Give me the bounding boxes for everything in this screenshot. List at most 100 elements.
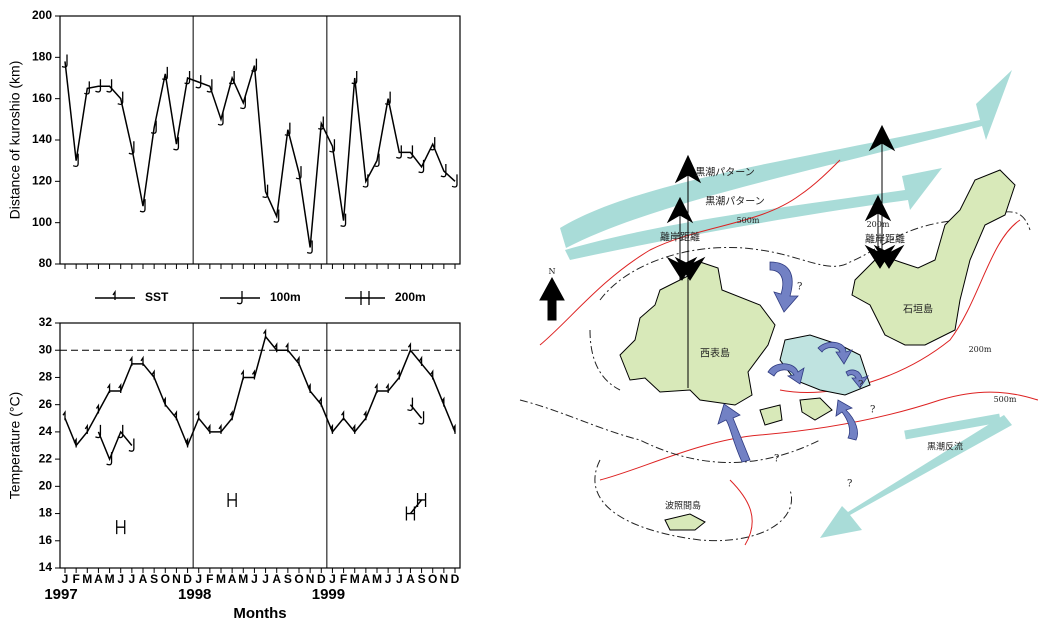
x-tick-label: J [195,572,202,586]
data-point [73,437,77,448]
x-tick-label: M [238,572,248,586]
data-point [405,506,416,521]
data-point [407,145,414,159]
data-point [251,58,258,72]
data-point [307,382,311,394]
y-tick-label: 180 [32,50,52,64]
y-tick-label: 14 [39,560,53,574]
map-label: 黒潮パターン [695,166,755,179]
contour-500m [539,159,841,346]
data-point [262,184,269,198]
data-point [251,369,256,380]
x-tick-label: M [82,572,92,586]
data-point [95,403,100,414]
y-tick-label: 16 [39,533,53,547]
y-tick-label: 30 [39,342,53,356]
x-tick-label: F [206,572,213,586]
data-point [273,209,280,223]
data-point [352,423,356,434]
data-point [84,423,88,434]
y-tick-label: 24 [39,424,53,438]
x-tick-label: M [216,572,226,586]
map-label: 西表島 [700,347,730,360]
map-label: 200m [969,345,992,354]
x-tick-label: J [329,572,336,586]
data-point [217,112,224,126]
data-point [429,137,436,151]
plot-frame [59,15,461,265]
x-tick-label: J [117,572,124,586]
data-point [62,410,66,421]
data-point [107,382,111,394]
y-tick-label: 22 [39,451,53,465]
data-point [363,410,367,421]
current-arrow [565,168,942,260]
data-point [173,410,178,421]
legend-label: 200m [395,290,426,304]
x-tick-label: A [362,572,371,586]
data-point [195,75,202,89]
data-point [396,145,402,159]
year-label: 1997 [44,586,77,603]
plot-frame [59,322,461,569]
data-point [329,139,336,153]
x-tick-label: M [350,572,360,586]
distance-arrows [539,124,905,388]
data-point [452,423,456,434]
data-point [240,369,244,380]
map-label: ? [774,454,779,465]
x-tick-label: N [306,572,315,586]
x-tick-label: J [62,572,69,586]
x-tick-label: A [139,572,148,586]
map-label: 500m [737,216,760,225]
map-label: N [549,267,556,276]
data-point [118,382,122,394]
data-point [106,452,113,466]
x-tick-label: J [385,572,392,586]
map-label: ? [797,282,802,293]
x-tick-label: S [284,572,292,586]
map-label: 黒潮反流 [927,441,963,453]
current-arrow [560,70,1012,248]
data-point [396,369,400,380]
island [799,397,833,421]
contour-500m [729,479,753,546]
x-tick-label: S [418,572,426,586]
x-tick-label: J [129,572,136,586]
data-point [162,66,168,81]
data-point [373,153,380,167]
data-point [196,410,200,421]
y-tick-label: 28 [39,370,53,384]
data-point [430,369,434,380]
data-point [329,423,334,434]
legend-marker [112,289,116,300]
map: 黒潮パターン 黒潮パターン 離岸距離 離岸距離 500m 200m N 西表島 … [519,70,1038,546]
counter-current [904,413,1001,440]
map-label: 離岸距離 [660,231,700,244]
flow-arrows [717,261,869,463]
data-point [441,396,445,407]
x-tick-label: M [372,572,382,586]
data-point [228,71,235,85]
y-tick-label: 18 [39,506,53,520]
data-point [318,116,324,130]
x-tick-label: J [396,572,403,586]
island [619,261,776,406]
x-tick-label: A [94,572,103,586]
y-tick-label: 140 [32,132,52,146]
data-point [285,342,289,353]
map-label: ? [847,479,852,490]
data-point [274,342,278,353]
x-tick-label: M [105,572,115,586]
data-line [97,404,423,462]
x-tick-label: F [72,572,79,586]
data-point [61,54,68,68]
data-point [385,382,389,394]
data-point [296,355,300,366]
x-tick-label: F [340,572,347,586]
x-tick-label: O [428,572,437,586]
x-tick-label: D [317,572,326,586]
data-point [284,122,291,136]
data-point [140,355,144,366]
